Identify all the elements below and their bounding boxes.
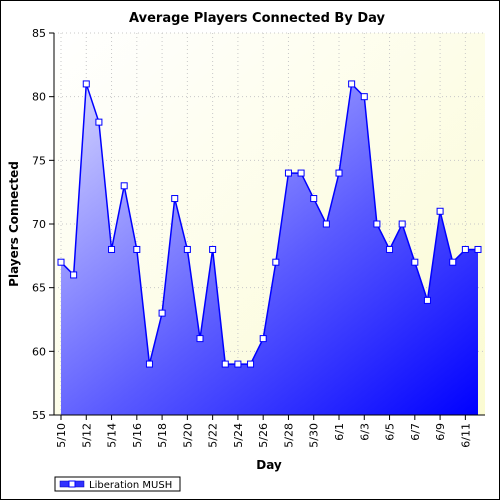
data-point bbox=[348, 80, 356, 88]
x-tick-label: 5/16 bbox=[131, 423, 144, 448]
x-axis-ticks: 5/10 5/12 5/14 5/16 5/18 5/20 5/22 5/24 5/26 5/28… bbox=[55, 415, 472, 448]
data-point bbox=[171, 195, 179, 203]
y-tick-label: 65 bbox=[32, 282, 46, 295]
x-tick-label: 6/3 bbox=[358, 423, 371, 441]
legend-marker bbox=[68, 480, 76, 488]
legend: Liberation MUSH bbox=[54, 476, 181, 492]
y-tick-label: 70 bbox=[32, 218, 46, 231]
data-point bbox=[133, 245, 141, 253]
data-point bbox=[360, 93, 368, 101]
x-tick-label: 5/22 bbox=[207, 423, 220, 448]
data-point bbox=[108, 245, 116, 253]
x-axis-title: Day bbox=[256, 458, 282, 472]
x-tick-label: 6/1 bbox=[333, 423, 346, 441]
y-tick-label: 55 bbox=[32, 409, 46, 422]
data-point bbox=[272, 258, 280, 266]
data-point bbox=[386, 245, 394, 253]
data-point bbox=[183, 245, 191, 253]
x-tick-label: 5/26 bbox=[257, 423, 270, 448]
x-tick-label: 6/7 bbox=[409, 423, 422, 441]
x-tick-label: 5/18 bbox=[156, 423, 169, 448]
data-point bbox=[209, 245, 217, 253]
x-tick-label: 6/9 bbox=[434, 423, 447, 441]
y-tick-label: 80 bbox=[32, 91, 46, 104]
data-point bbox=[145, 360, 153, 368]
series-points bbox=[57, 80, 482, 368]
data-point bbox=[322, 220, 330, 228]
legend-label-series: Liberation MUSH bbox=[89, 480, 172, 491]
data-point bbox=[221, 360, 229, 368]
y-axis-title: Players Connected bbox=[7, 161, 21, 287]
y-tick-label: 85 bbox=[32, 27, 46, 40]
data-point bbox=[234, 360, 242, 368]
data-point bbox=[411, 258, 419, 266]
x-tick-label: 5/10 bbox=[55, 423, 68, 448]
data-point bbox=[158, 309, 166, 317]
data-point bbox=[120, 182, 128, 190]
x-tick-label: 5/14 bbox=[106, 423, 119, 448]
data-point bbox=[247, 360, 255, 368]
data-point bbox=[196, 335, 204, 343]
data-point bbox=[373, 220, 381, 228]
data-point bbox=[95, 118, 103, 126]
data-point bbox=[335, 169, 343, 177]
x-tick-label: 5/24 bbox=[232, 423, 245, 448]
data-point bbox=[449, 258, 457, 266]
y-axis-ticks: 55 60 65 70 75 80 85 bbox=[32, 27, 54, 422]
data-point bbox=[474, 245, 482, 253]
chart-title: Average Players Connected By Day bbox=[129, 11, 385, 26]
data-point bbox=[461, 245, 469, 253]
data-point bbox=[259, 335, 267, 343]
data-point bbox=[310, 195, 318, 203]
data-point bbox=[70, 271, 78, 279]
data-point bbox=[284, 169, 292, 177]
data-point bbox=[297, 169, 305, 177]
y-tick-label: 60 bbox=[32, 345, 46, 358]
x-tick-label: 5/20 bbox=[181, 423, 194, 448]
x-tick-label: 5/28 bbox=[282, 423, 295, 448]
x-tick-label: 6/5 bbox=[384, 423, 397, 441]
series-area-layer bbox=[60, 82, 478, 415]
series-line bbox=[60, 82, 478, 365]
x-tick-label: 5/30 bbox=[308, 423, 321, 448]
series-area bbox=[61, 83, 478, 415]
data-point bbox=[436, 207, 444, 215]
y-tick-label: 75 bbox=[32, 154, 46, 167]
data-point bbox=[82, 80, 90, 88]
x-tick-label: 5/12 bbox=[80, 423, 93, 448]
x-tick-label: 6/11 bbox=[459, 423, 472, 448]
data-point bbox=[57, 258, 65, 266]
legend-box bbox=[54, 476, 181, 492]
data-point bbox=[423, 296, 431, 304]
data-point bbox=[398, 220, 406, 228]
